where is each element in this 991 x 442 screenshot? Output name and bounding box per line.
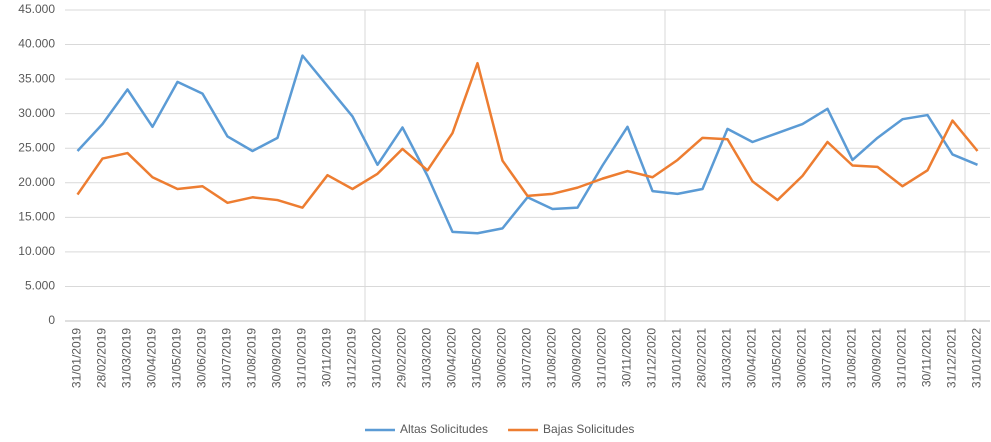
x-tick-label: 31/08/2020 [545,328,559,388]
x-tick-label: 30/11/2019 [320,328,334,387]
x-tick-label: 28/02/2021 [695,328,709,388]
x-tick-label: 31/10/2021 [895,328,909,388]
y-tick-label: 30.000 [18,106,55,120]
x-tick-label: 31/12/2019 [345,328,359,388]
x-tick-label: 30/04/2021 [745,328,759,388]
x-tick-label: 28/02/2019 [95,328,109,388]
x-tick-label: 30/11/2021 [920,328,934,387]
x-tick-label: 30/09/2021 [870,328,884,388]
x-tick-label: 31/10/2020 [595,328,609,388]
x-tick-label: 31/03/2021 [720,328,734,388]
x-tick-label: 31/01/2019 [70,328,84,388]
x-tick-label: 31/05/2020 [470,328,484,388]
y-tick-label: 5.000 [25,279,55,293]
x-tick-label: 30/06/2019 [195,328,209,388]
x-tick-label: 31/05/2021 [770,328,784,388]
x-tick-label: 30/06/2020 [495,328,509,388]
x-tick-label: 30/09/2020 [570,328,584,388]
x-tick-label: 30/04/2019 [145,328,159,388]
series-line [76,54,978,235]
y-tick-label: 0 [48,313,55,327]
x-tick-label: 31/08/2019 [245,328,259,388]
x-tick-label: 30/11/2020 [620,328,634,387]
y-tick-label: 35.000 [18,71,55,85]
x-tick-label: 31/03/2020 [420,328,434,388]
x-tick-label: 31/01/2022 [970,328,984,388]
x-tick-label: 31/12/2020 [645,328,659,388]
y-tick-label: 40.000 [18,37,55,51]
x-tick-label: 31/12/2021 [945,328,959,388]
x-tick-label: 30/06/2021 [795,328,809,388]
series-line [76,61,979,209]
x-tick-label: 31/01/2021 [670,328,684,388]
y-tick-label: 25.000 [18,140,55,154]
y-tick-label: 15.000 [18,210,55,224]
x-tick-label: 31/07/2021 [820,328,834,388]
legend-label: Bajas Solicitudes [543,422,634,436]
x-tick-label: 31/07/2019 [220,328,234,388]
x-tick-label: 30/04/2020 [445,328,459,388]
x-tick-label: 30/09/2019 [270,328,284,388]
x-tick-label: 31/01/2020 [370,328,384,388]
x-tick-label: 31/10/2019 [295,328,309,388]
y-tick-label: 10.000 [18,244,55,258]
x-tick-label: 31/05/2019 [170,328,184,388]
x-tick-label: 29/02/2020 [395,328,409,388]
x-tick-label: 31/08/2021 [845,328,859,388]
x-tick-label: 31/07/2020 [520,328,534,388]
legend-label: Altas Solicitudes [400,422,488,436]
x-tick-label: 31/03/2019 [120,328,134,388]
y-tick-label: 45.000 [18,2,55,16]
y-tick-label: 20.000 [18,175,55,189]
